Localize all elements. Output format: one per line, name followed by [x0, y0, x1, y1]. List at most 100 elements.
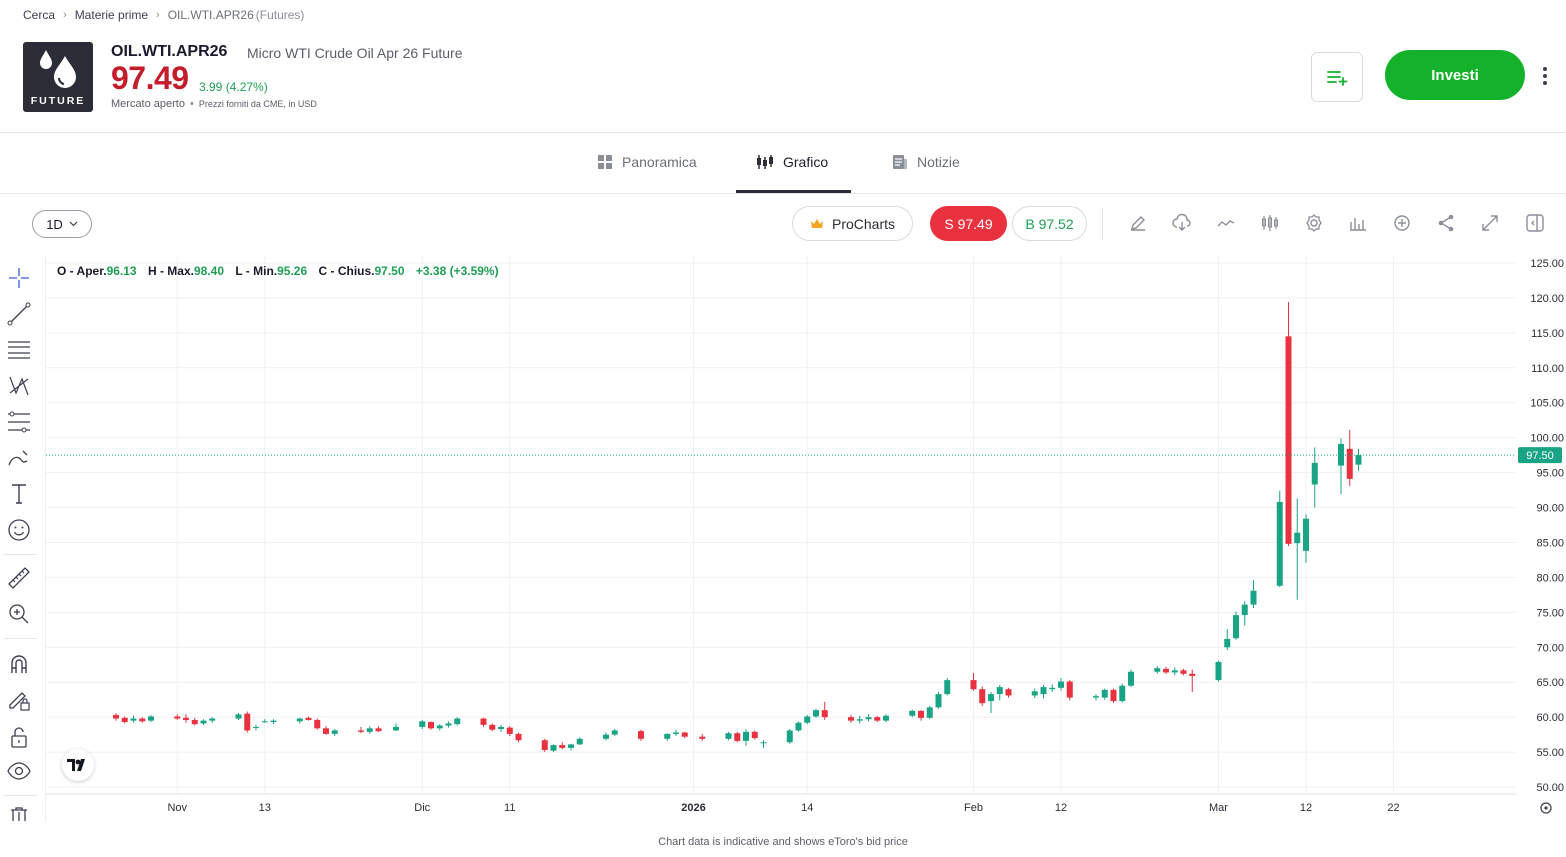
add-to-watchlist-button[interactable] — [1311, 52, 1363, 102]
candle-body — [1066, 681, 1073, 698]
oil-drop-icon — [40, 50, 76, 88]
settings-icon[interactable] — [1304, 213, 1324, 233]
y-tick-label: 125.00 — [1530, 258, 1564, 270]
x-tick-label: 12 — [1055, 802, 1067, 814]
candle-body — [550, 745, 557, 751]
tab-label: Panoramica — [622, 154, 697, 170]
candle-body — [480, 718, 487, 725]
tab-chart[interactable]: Grafico — [756, 154, 828, 170]
market-status: Mercato aperto — [111, 98, 185, 110]
candle-body — [1101, 689, 1108, 698]
candle-body — [699, 736, 706, 739]
divider — [0, 132, 1566, 133]
procharts-button[interactable]: ProCharts — [792, 206, 913, 241]
candle-body — [603, 734, 609, 739]
candle-body — [436, 725, 443, 729]
lock-icon[interactable] — [6, 724, 32, 750]
x-tick-label: 14 — [801, 802, 813, 814]
expand-icon[interactable] — [1480, 213, 1500, 233]
news-icon — [893, 155, 907, 169]
invest-button[interactable]: Investi — [1385, 50, 1525, 100]
breadcrumb-item-commodities[interactable]: Materie prime — [74, 8, 149, 22]
price-change: 3.99 (4.27%) — [199, 80, 268, 94]
dot-separator: • — [189, 98, 194, 110]
crosshair-icon[interactable] — [6, 265, 32, 291]
candle-body — [559, 745, 566, 748]
add-circle-icon[interactable] — [1392, 213, 1412, 233]
trend-line-icon[interactable] — [6, 301, 32, 327]
candle-body — [568, 744, 574, 748]
market-info: Mercato aperto • Prezzi forniti da CME, … — [111, 98, 317, 110]
candle-body — [848, 717, 854, 721]
candle-body — [323, 728, 329, 734]
candle-body — [244, 713, 251, 731]
grid-icon — [598, 155, 612, 169]
y-tick-label: 120.00 — [1530, 293, 1564, 305]
candle-body — [113, 715, 119, 719]
indicators-icon[interactable] — [1348, 213, 1368, 233]
crown-icon — [810, 219, 823, 228]
lock-drawings-icon[interactable] — [6, 687, 32, 713]
candle-body — [1180, 670, 1187, 674]
candle-body — [121, 717, 128, 723]
last-price-label: 97.50 — [1526, 450, 1554, 462]
close-label: C - Chius. — [318, 264, 375, 278]
text-icon[interactable] — [6, 481, 32, 507]
pencil-icon[interactable] — [1128, 213, 1148, 233]
candle-body — [358, 730, 364, 732]
tab-overview[interactable]: Panoramica — [597, 154, 697, 170]
axis-settings-icon — [1540, 802, 1552, 814]
instrument-description: Micro WTI Crude Oil Apr 26 Future — [247, 45, 463, 61]
candle-body — [1294, 532, 1301, 544]
candlestick-type-icon[interactable] — [1260, 213, 1280, 233]
axis-settings-icon-center — [1544, 806, 1548, 810]
panel-toggle-icon[interactable] — [1525, 213, 1545, 233]
magnet-icon[interactable] — [6, 651, 32, 677]
trash-icon[interactable] — [6, 806, 32, 821]
more-options-icon[interactable] — [1538, 62, 1552, 90]
pattern-icon[interactable] — [6, 373, 32, 399]
y-tick-label: 80.00 — [1536, 572, 1564, 584]
tradingview-icon — [67, 759, 85, 771]
eye-icon[interactable] — [6, 758, 32, 784]
candle-body — [506, 727, 513, 734]
horizontal-lines-icon[interactable] — [6, 337, 32, 363]
candle-body — [1224, 638, 1231, 648]
cloud-download-icon[interactable] — [1172, 213, 1192, 233]
buy-button[interactable]: B 97.52 — [1012, 206, 1087, 241]
tab-news[interactable]: Notizie — [892, 154, 960, 170]
candle-body — [751, 731, 758, 739]
y-tick-label: 85.00 — [1536, 537, 1564, 549]
line-chart-icon[interactable] — [1216, 213, 1236, 233]
chart-footnote: Chart data is indicative and shows eToro… — [658, 836, 908, 848]
candle-body — [419, 721, 426, 727]
share-icon[interactable] — [1436, 213, 1456, 233]
candle-body — [235, 714, 242, 719]
candle-body — [428, 722, 434, 729]
low-value: 95.26 — [277, 264, 308, 278]
open-value: 96.13 — [106, 264, 137, 278]
interval-selector[interactable]: 1D — [32, 210, 92, 238]
candle-body — [909, 710, 916, 716]
chevron-down-icon — [69, 221, 78, 227]
zoom-in-icon[interactable] — [6, 601, 32, 627]
brush-icon[interactable] — [6, 445, 32, 471]
breadcrumb-item-search[interactable]: Cerca — [23, 8, 56, 22]
tradingview-logo[interactable] — [62, 749, 94, 781]
toolbar-divider — [1102, 208, 1103, 240]
candle-body — [498, 726, 504, 730]
candle-body — [1005, 689, 1012, 696]
candle-body — [638, 731, 644, 739]
ruler-icon[interactable] — [6, 565, 32, 591]
candlestick-chart[interactable]: 125.00 120.00 115.00 110.00 105.00 100.00 95.0… — [46, 256, 1566, 821]
candle-body — [883, 715, 889, 721]
fibonacci-icon[interactable] — [6, 409, 32, 435]
candle-body — [305, 717, 312, 720]
candle-body — [1355, 455, 1362, 465]
candle-body — [1346, 448, 1353, 479]
emoji-icon[interactable] — [6, 517, 32, 543]
candle-body — [393, 726, 399, 731]
sell-button[interactable]: S 97.49 — [930, 206, 1007, 241]
candle-body — [813, 710, 819, 717]
y-tick-label: 55.00 — [1536, 747, 1564, 759]
